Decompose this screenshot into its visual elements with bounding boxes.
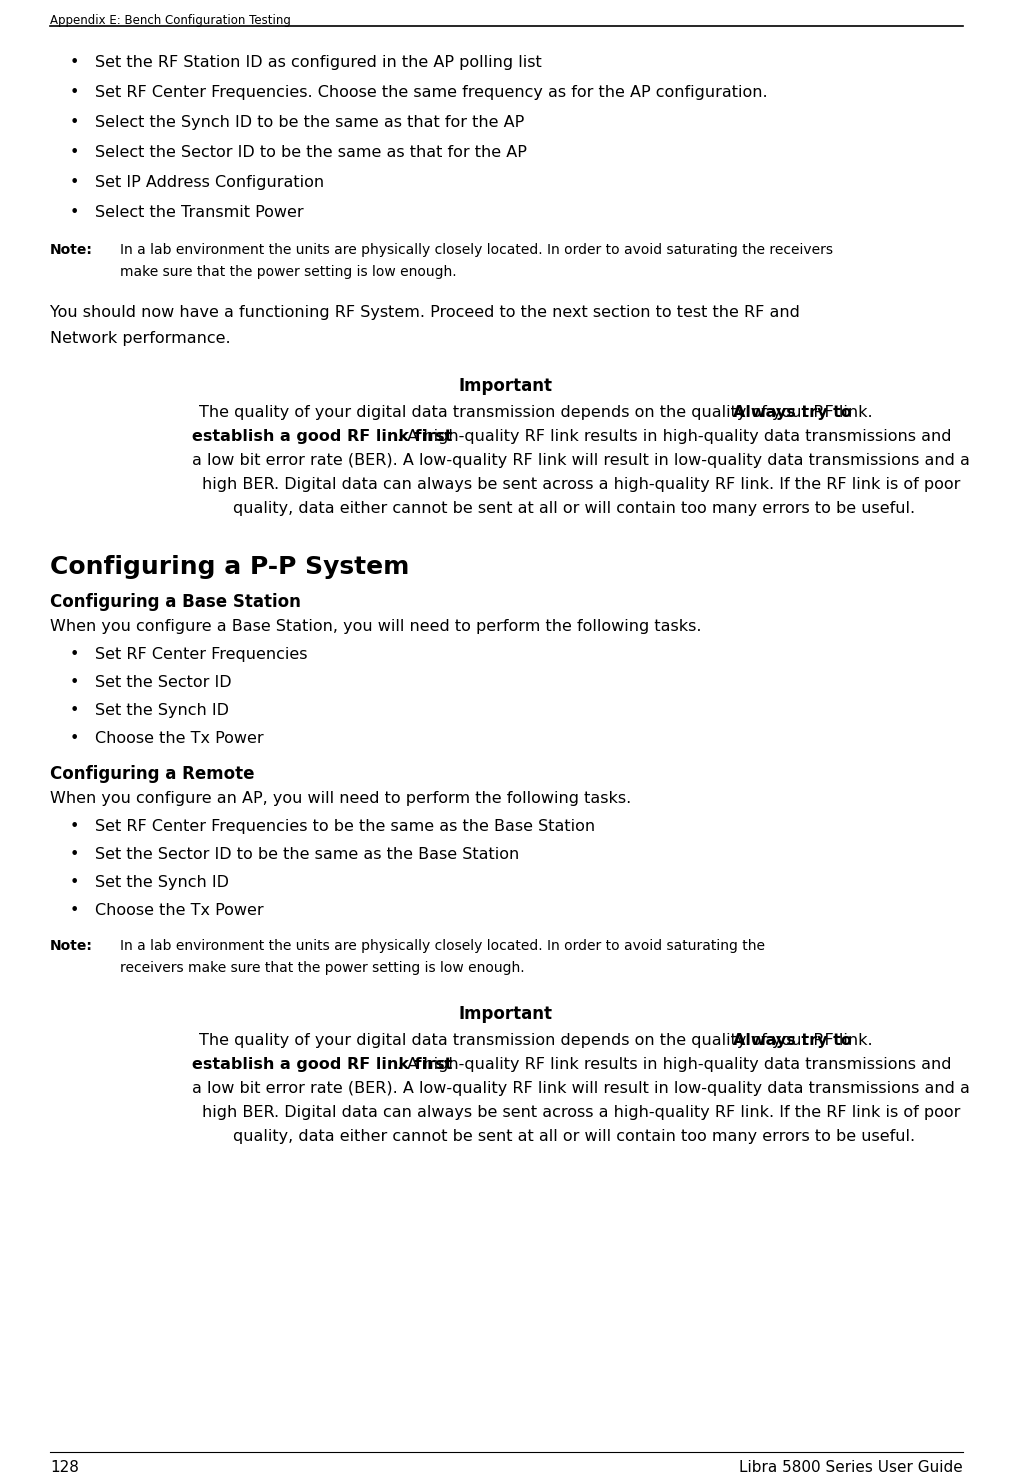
Text: Set RF Center Frequencies: Set RF Center Frequencies: [95, 647, 308, 662]
Text: Network performance.: Network performance.: [50, 330, 231, 347]
Text: •: •: [70, 847, 79, 862]
Text: make sure that the power setting is low enough.: make sure that the power setting is low …: [120, 265, 457, 278]
Text: quality, data either cannot be sent at all or will contain too many errors to be: quality, data either cannot be sent at a…: [233, 1129, 915, 1143]
Text: Important: Important: [459, 378, 553, 395]
Text: •: •: [70, 204, 79, 221]
Text: Set the Sector ID: Set the Sector ID: [95, 675, 232, 690]
Text: a low bit error rate (BER). A low-quality RF link will result in low-quality dat: a low bit error rate (BER). A low-qualit…: [192, 1081, 970, 1096]
Text: 128: 128: [50, 1460, 79, 1475]
Text: Set RF Center Frequencies. Choose the same frequency as for the AP configuration: Set RF Center Frequencies. Choose the sa…: [95, 84, 768, 101]
Text: In a lab environment the units are physically closely located. In order to avoid: In a lab environment the units are physi…: [120, 243, 833, 258]
Text: receivers make sure that the power setting is low enough.: receivers make sure that the power setti…: [120, 961, 525, 974]
Text: establish a good RF link first: establish a good RF link first: [192, 1057, 453, 1072]
Text: •: •: [70, 675, 79, 690]
Text: high BER. Digital data can always be sent across a high-quality RF link. If the : high BER. Digital data can always be sen…: [202, 477, 960, 492]
Text: Select the Transmit Power: Select the Transmit Power: [95, 204, 304, 221]
Text: Set the Sector ID to be the same as the Base Station: Set the Sector ID to be the same as the …: [95, 847, 520, 862]
Text: Libra 5800 Series User Guide: Libra 5800 Series User Guide: [739, 1460, 963, 1475]
Text: When you configure a Base Station, you will need to perform the following tasks.: When you configure a Base Station, you w…: [50, 619, 701, 634]
Text: a low bit error rate (BER). A low-quality RF link will result in low-quality dat: a low bit error rate (BER). A low-qualit…: [192, 453, 970, 468]
Text: Set RF Center Frequencies to be the same as the Base Station: Set RF Center Frequencies to be the same…: [95, 819, 595, 834]
Text: In a lab environment the units are physically closely located. In order to avoid: In a lab environment the units are physi…: [120, 939, 765, 952]
Text: Configuring a P-P System: Configuring a P-P System: [50, 555, 409, 579]
Text: Choose the Tx Power: Choose the Tx Power: [95, 903, 263, 918]
Text: •: •: [70, 145, 79, 160]
Text: Choose the Tx Power: Choose the Tx Power: [95, 732, 263, 746]
Text: The quality of your digital data transmission depends on the quality of your RF : The quality of your digital data transmi…: [199, 1034, 877, 1049]
Text: Configuring a Base Station: Configuring a Base Station: [50, 592, 301, 612]
Text: Note:: Note:: [50, 939, 93, 952]
Text: •: •: [70, 819, 79, 834]
Text: The quality of your digital data transmission depends on the quality of your RF : The quality of your digital data transmi…: [199, 404, 877, 421]
Text: When you configure an AP, you will need to perform the following tasks.: When you configure an AP, you will need …: [50, 791, 631, 806]
Text: Set the Synch ID: Set the Synch ID: [95, 703, 229, 718]
Text: high BER. Digital data can always be sent across a high-quality RF link. If the : high BER. Digital data can always be sen…: [202, 1105, 960, 1120]
Text: •: •: [70, 55, 79, 70]
Text: Select the Synch ID to be the same as that for the AP: Select the Synch ID to be the same as th…: [95, 116, 525, 130]
Text: establish a good RF link first: establish a good RF link first: [192, 429, 453, 444]
Text: Note:: Note:: [50, 243, 93, 258]
Text: •: •: [70, 875, 79, 890]
Text: Set the Synch ID: Set the Synch ID: [95, 875, 229, 890]
Text: Appendix E: Bench Configuration Testing: Appendix E: Bench Configuration Testing: [50, 13, 291, 27]
Text: Always try to: Always try to: [732, 1034, 852, 1049]
Text: •: •: [70, 703, 79, 718]
Text: . A high-quality RF link results in high-quality data transmissions and: . A high-quality RF link results in high…: [397, 1057, 952, 1072]
Text: •: •: [70, 903, 79, 918]
Text: You should now have a functioning RF System. Proceed to the next section to test: You should now have a functioning RF Sys…: [50, 305, 800, 320]
Text: . A high-quality RF link results in high-quality data transmissions and: . A high-quality RF link results in high…: [397, 429, 952, 444]
Text: Always try to: Always try to: [732, 404, 852, 421]
Text: •: •: [70, 647, 79, 662]
Text: •: •: [70, 84, 79, 101]
Text: Set the RF Station ID as configured in the AP polling list: Set the RF Station ID as configured in t…: [95, 55, 542, 70]
Text: Select the Sector ID to be the same as that for the AP: Select the Sector ID to be the same as t…: [95, 145, 527, 160]
Text: Set IP Address Configuration: Set IP Address Configuration: [95, 175, 324, 190]
Text: Configuring a Remote: Configuring a Remote: [50, 766, 254, 783]
Text: •: •: [70, 116, 79, 130]
Text: •: •: [70, 175, 79, 190]
Text: Important: Important: [459, 1006, 553, 1023]
Text: quality, data either cannot be sent at all or will contain too many errors to be: quality, data either cannot be sent at a…: [233, 501, 915, 515]
Text: •: •: [70, 732, 79, 746]
